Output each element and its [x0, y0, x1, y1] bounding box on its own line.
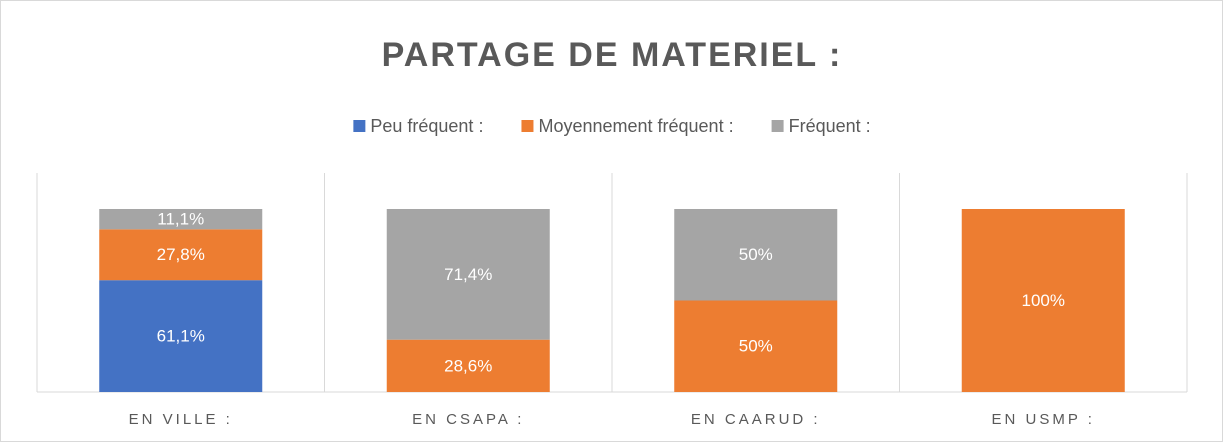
x-tick-label: EN USMP :: [992, 411, 1095, 428]
bar-segment: [99, 280, 263, 392]
x-tick-label: EN CSAPA :: [412, 411, 524, 428]
data-label: 11,1%: [157, 210, 204, 229]
legend-swatch: [353, 120, 366, 132]
legend-label: Moyennement fréquent :: [538, 116, 733, 136]
bar-segment: [99, 229, 263, 281]
bar-segment: [961, 209, 1125, 392]
bar-segment: [674, 209, 838, 301]
data-label: 100%: [1022, 291, 1065, 310]
bar-segment: [386, 339, 550, 392]
legend-label: Peu fréquent :: [370, 116, 483, 136]
legend-swatch: [771, 120, 784, 132]
x-tick-label: EN CAARUD :: [691, 411, 821, 428]
x-tick-label: EN VILLE :: [129, 411, 233, 428]
data-label: 28,6%: [444, 356, 492, 375]
data-label: 27,8%: [157, 245, 205, 264]
data-label: 71,4%: [444, 265, 492, 284]
bar-segment: [386, 209, 550, 340]
data-label: 50%: [739, 337, 773, 356]
data-label: 50%: [739, 245, 773, 264]
bar-segment: [99, 209, 263, 230]
data-label: 61,1%: [157, 327, 205, 346]
chart-title: PARTAGE DE MATERIEL :: [382, 36, 843, 74]
bar-segment: [674, 300, 838, 392]
legend-swatch: [521, 120, 534, 132]
legend-label: Fréquent :: [789, 116, 871, 136]
